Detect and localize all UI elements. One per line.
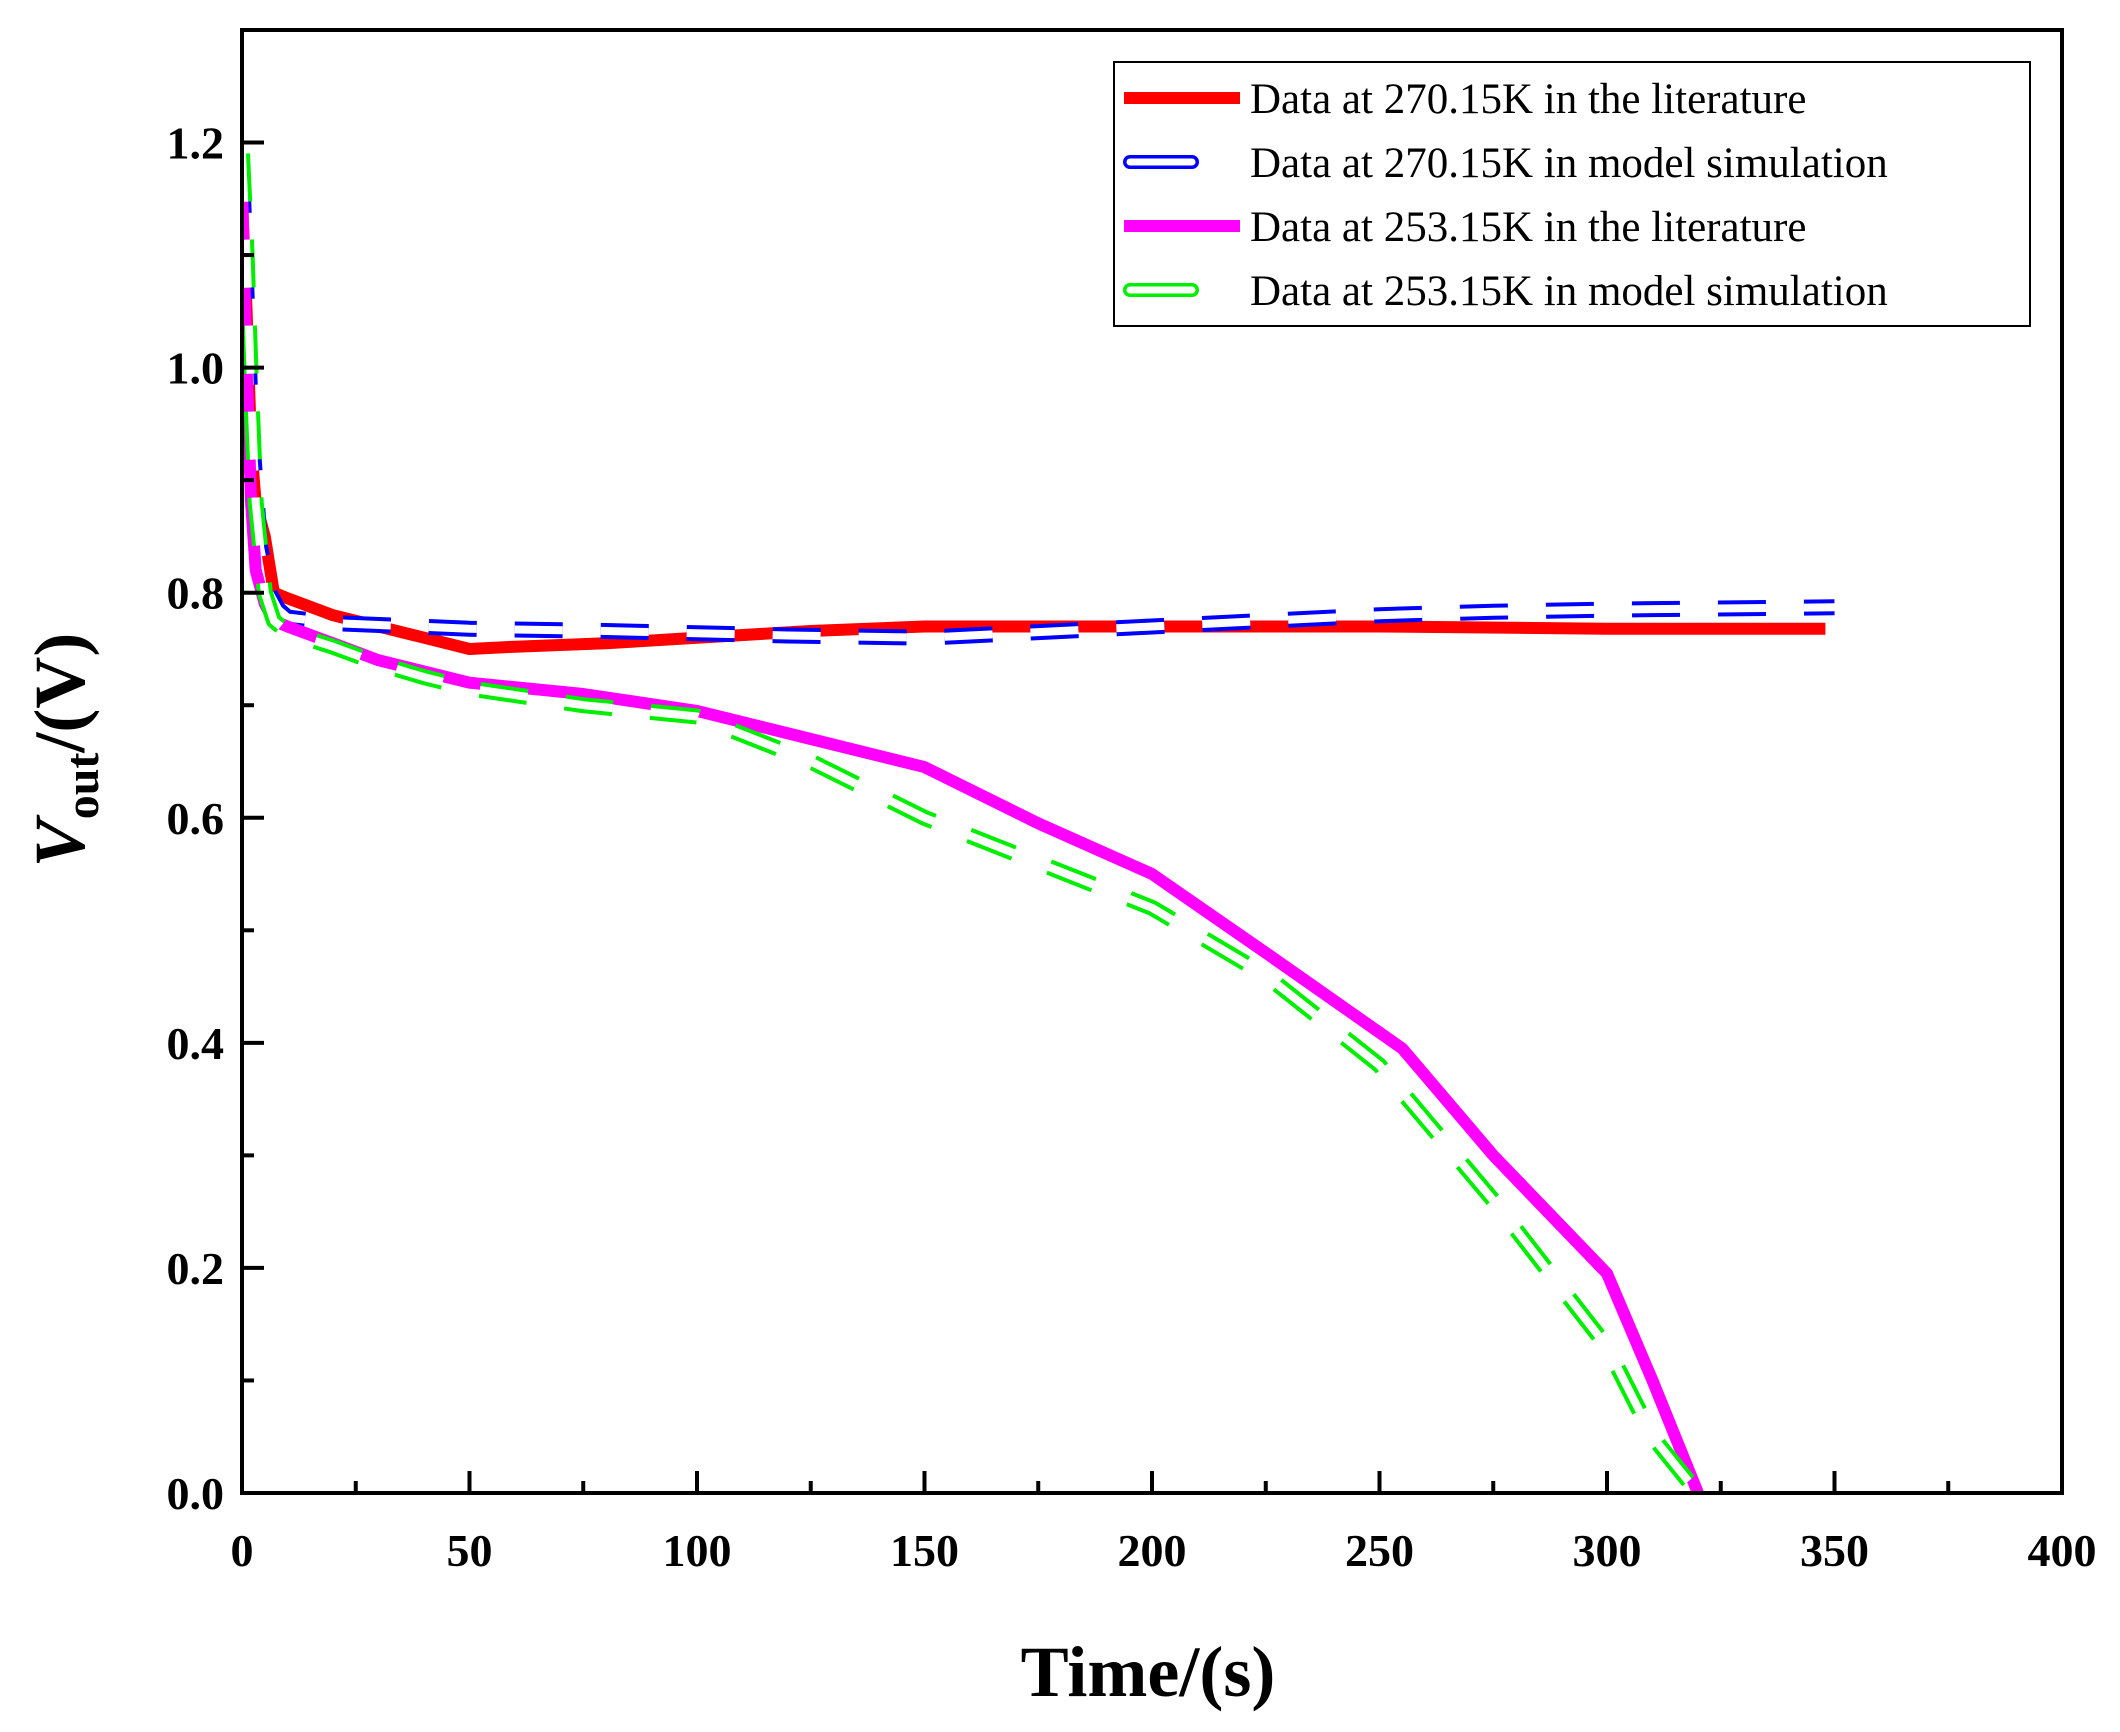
- x-tick-label: 400: [2028, 1525, 2097, 1576]
- y-tick-label: 1.0: [167, 343, 225, 394]
- y-tick-label: 0.6: [167, 793, 225, 844]
- x-tick-label: 200: [1118, 1525, 1187, 1576]
- y-axis-title-suffix: /(V): [20, 633, 100, 754]
- y-axis-title-base: V: [20, 814, 100, 867]
- y-tick-label: 0.4: [167, 1018, 225, 1069]
- legend-label-1: Data at 270.15K in the literature: [1250, 76, 1806, 123]
- x-tick-label: 350: [1800, 1525, 1869, 1576]
- series-line-4-inner: [242, 153, 1702, 1493]
- x-tick-label: 100: [663, 1525, 732, 1576]
- legend-label-2: Data at 270.15K in model simulation: [1250, 140, 1888, 187]
- x-tick-label: 250: [1345, 1525, 1414, 1576]
- y-tick-label: 0.0: [167, 1468, 225, 1519]
- legend-box: [1113, 61, 2031, 327]
- legend: Data at 270.15K in the literature Data at…: [1113, 61, 2031, 327]
- axes: 0 50 100 150 200 250 300 350 400 0.0 0.2 0.4 0.6 0.8 1…: [167, 28, 2097, 1576]
- y-axis-title-sub: out: [56, 753, 109, 820]
- series-line-4-outline: [242, 153, 1705, 1493]
- series-line-2-inner: [242, 164, 1835, 642]
- legend-label-4: Data at 253.15K in model simulation: [1250, 268, 1888, 315]
- x-tick-label: 50: [447, 1525, 493, 1576]
- x-tick-label: 0: [231, 1525, 254, 1576]
- y-tick-label: 1.2: [167, 118, 225, 169]
- x-tick-label: 300: [1573, 1525, 1642, 1576]
- y-axis-title: Vout/(V): [20, 633, 109, 868]
- y-tick-label: 0.2: [167, 1243, 225, 1294]
- legend-label-3: Data at 253.15K in the literature: [1250, 204, 1806, 251]
- x-tick-label: 150: [890, 1525, 959, 1576]
- x-axis-title: Time/(s): [1021, 1632, 1276, 1712]
- y-tick-label: 0.8: [167, 568, 225, 619]
- series-lines: [242, 153, 1835, 1493]
- plot-area: [242, 153, 1835, 1493]
